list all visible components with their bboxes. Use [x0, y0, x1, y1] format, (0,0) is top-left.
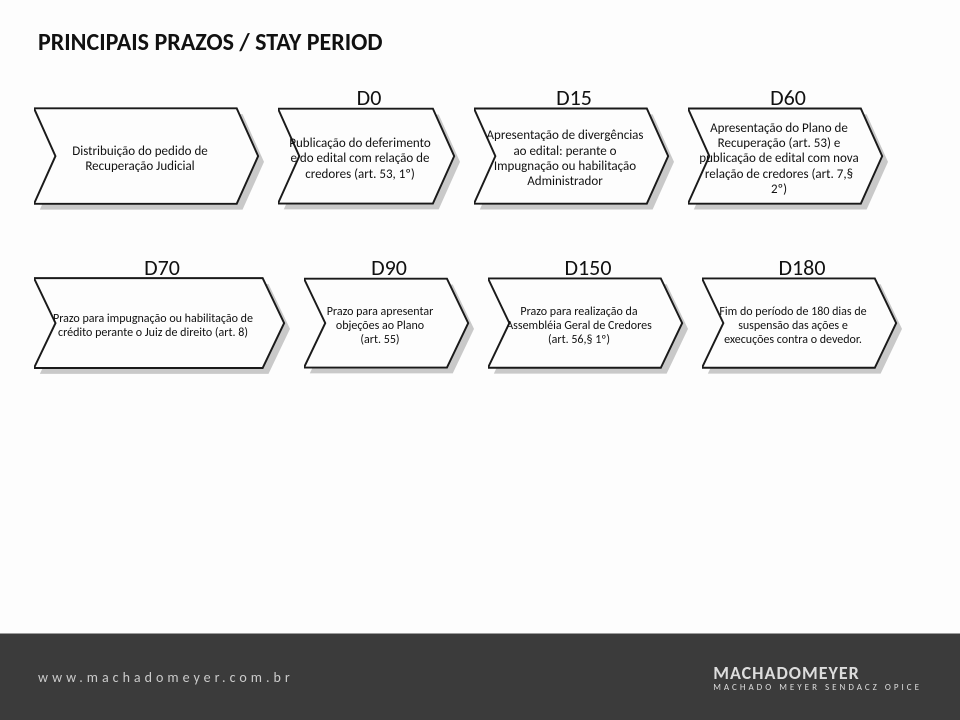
timeline-step: D180 Fim do período de 180 dias de suspe…: [702, 280, 902, 372]
step-text: Prazo para realização da Assembléia Gera…: [488, 280, 688, 372]
footer: www.machadomeyer.com.br MACHADOMEYER MAC…: [0, 634, 960, 720]
step-day-label: D150: [565, 254, 612, 281]
step-text: Apresentação do Plano de Recuperação (ar…: [688, 110, 888, 208]
step-text: Prazo para apresentar objeções ao Plano(…: [304, 280, 474, 372]
step-day-label: D15: [556, 84, 592, 111]
timeline-row-2: D70 Prazo para impugnação ou habilitação…: [34, 280, 926, 372]
step-text: Distribuição do pedido de Recuperação Ju…: [34, 110, 264, 208]
timeline-row-1: Distribuição do pedido de Recuperação Ju…: [34, 110, 926, 208]
step-text: Apresentação de divergências ao edital: …: [474, 110, 674, 208]
step-day-label: D90: [371, 254, 407, 281]
timeline-step: D15 Apresentação de divergências ao edit…: [474, 110, 674, 208]
page-title: PRINCIPAIS PRAZOS / STAY PERIOD: [38, 28, 382, 57]
timeline-step: D150 Prazo para realização da Assembléia…: [488, 280, 688, 372]
timeline-step: D70 Prazo para impugnação ou habilitação…: [34, 280, 290, 372]
step-day-label: D0: [357, 84, 382, 111]
timeline-step: D60 Apresentação do Plano de Recuperação…: [688, 110, 888, 208]
step-text: Prazo para impugnação ou habilitação de …: [34, 280, 290, 372]
step-text: Fim do período de 180 dias de suspensão …: [702, 280, 902, 372]
step-text: Publicação do deferimento e do edital co…: [278, 110, 460, 208]
timeline-step: D0 Publicação do deferimento e do edital…: [278, 110, 460, 208]
step-day-label: D60: [770, 84, 806, 111]
step-day-label: D180: [779, 254, 826, 281]
footer-url: www.machadomeyer.com.br: [38, 669, 294, 686]
timeline-step: Distribuição do pedido de Recuperação Ju…: [34, 110, 264, 208]
timeline-step: D90 Prazo para apresentar objeções ao Pl…: [304, 280, 474, 372]
step-day-label: D70: [144, 254, 180, 281]
footer-brand: MACHADOMEYER MACHADO MEYER SENDACZ OPICE: [713, 662, 922, 693]
